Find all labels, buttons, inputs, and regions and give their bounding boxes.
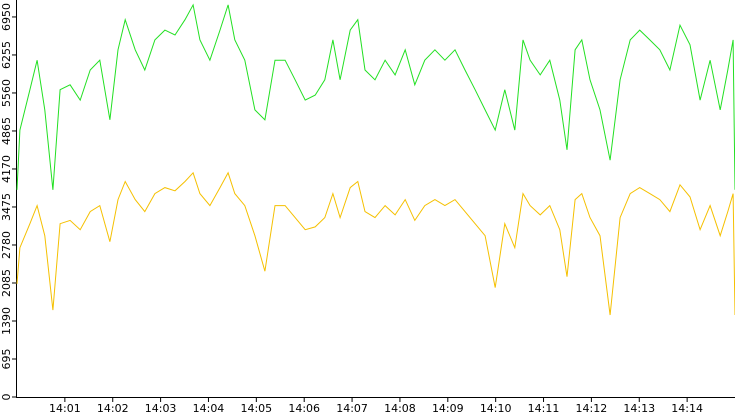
- y-tick-label: 0: [0, 394, 13, 401]
- x-tick-label: 14:11: [528, 402, 560, 415]
- x-tick-label: 14:14: [671, 402, 703, 415]
- x-tick-label: 14:12: [576, 402, 608, 415]
- x-tick-label: 14:01: [49, 402, 81, 415]
- y-tick-label: 6255: [0, 41, 13, 69]
- y-tick-label: 3475: [0, 193, 13, 221]
- x-tick-label: 14:10: [480, 402, 512, 415]
- series-line: [16, 3, 735, 190]
- x-tick-label: 14:07: [336, 402, 368, 415]
- x-tick-label: 14:06: [288, 402, 320, 415]
- x-tick-label: 14:05: [240, 402, 272, 415]
- x-tick-label: 14:04: [193, 402, 225, 415]
- y-tick-label: 4170: [0, 155, 13, 183]
- x-tick-label: 14:08: [384, 402, 416, 415]
- y-tick-label: 5560: [0, 79, 13, 107]
- y-tick-label: 1390: [0, 307, 13, 335]
- y-tick-label: 2085: [0, 269, 13, 297]
- x-tick-label: 14:03: [145, 402, 177, 415]
- y-tick-label: 2780: [0, 231, 13, 259]
- series-line: [16, 171, 735, 316]
- y-tick-label: 4865: [0, 117, 13, 145]
- y-tick-label: 695: [0, 348, 13, 369]
- x-tick-label: 14:09: [432, 402, 464, 415]
- x-tick-label: 14:02: [97, 402, 129, 415]
- y-tick-label: 6950: [0, 3, 13, 31]
- x-tick-label: 14:13: [623, 402, 655, 415]
